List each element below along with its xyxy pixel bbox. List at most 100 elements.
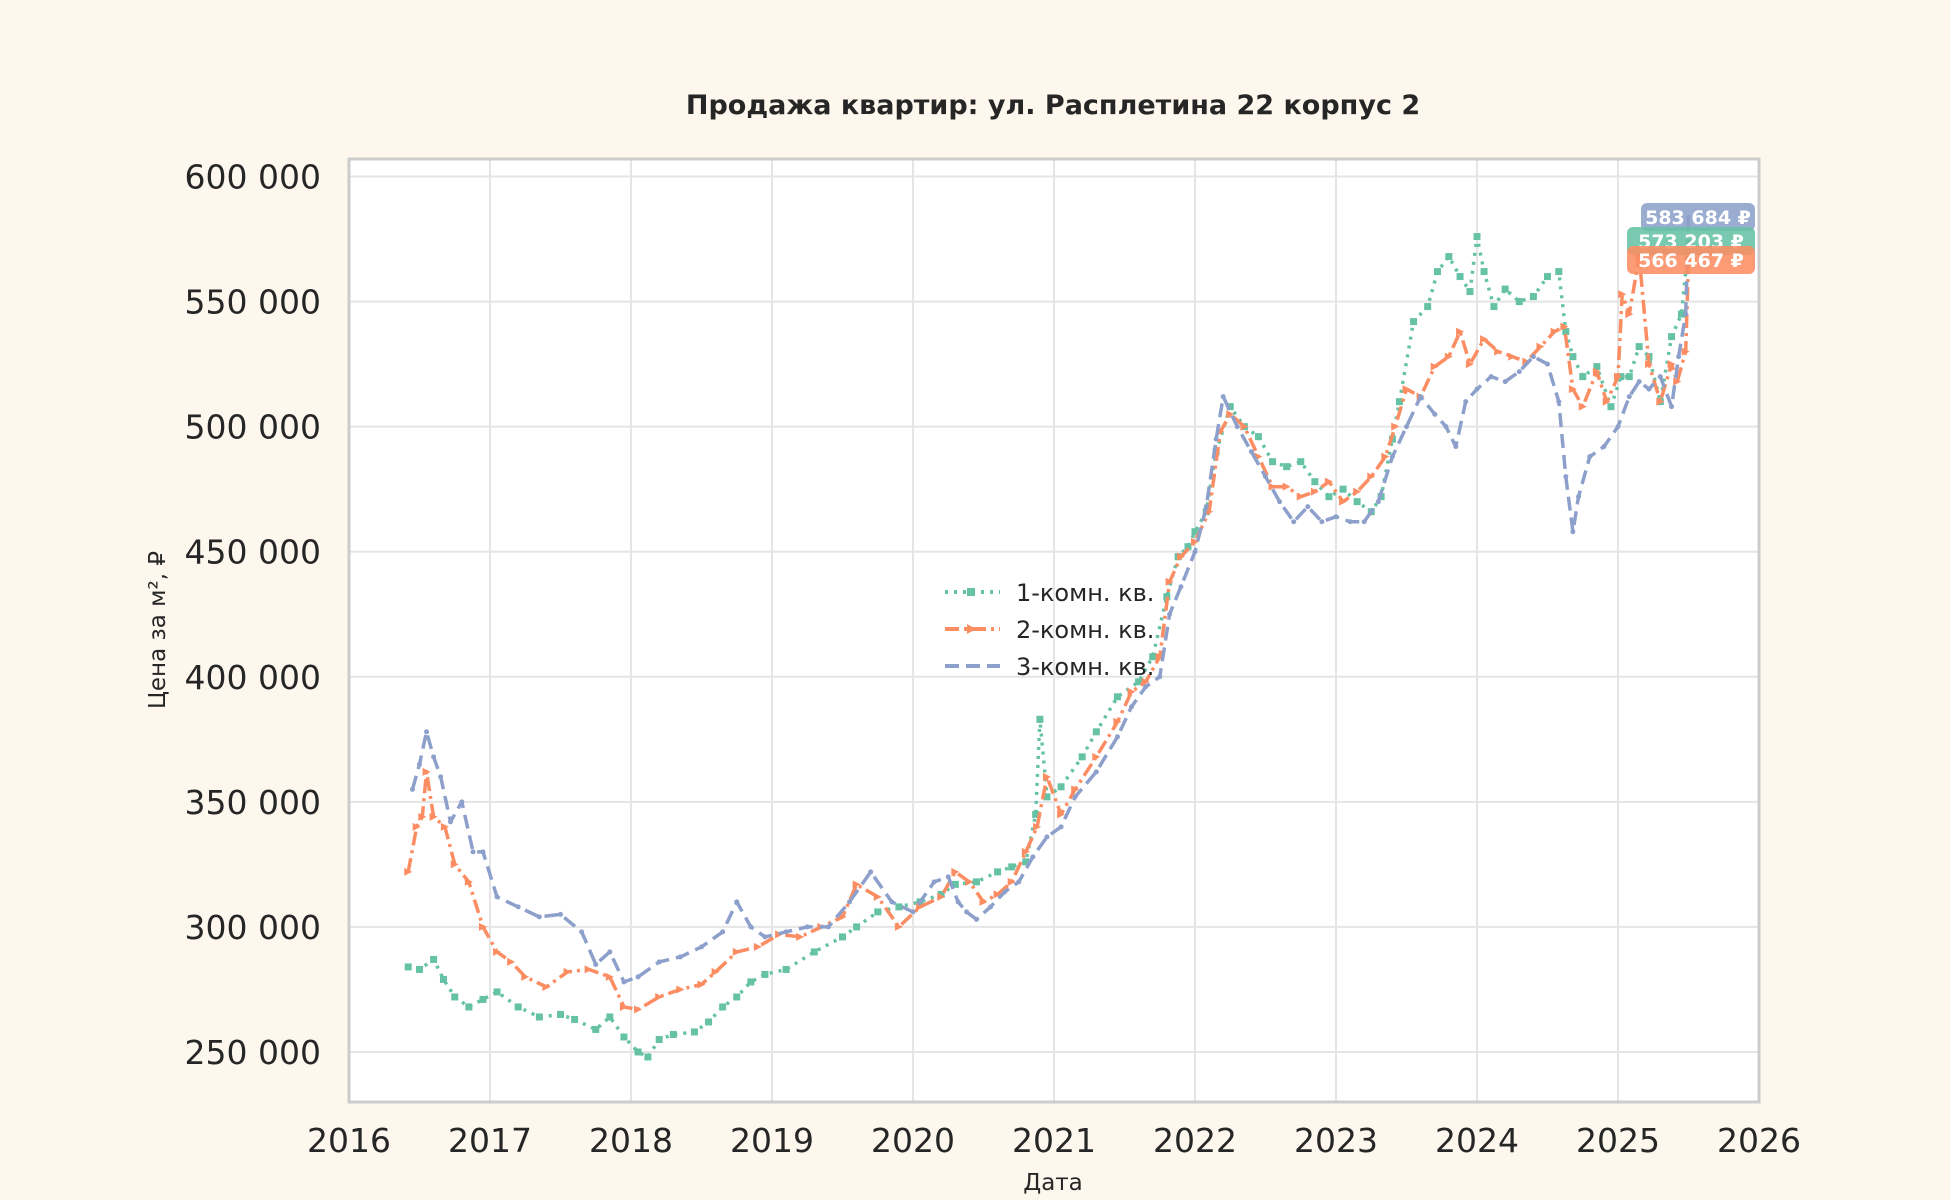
data-point <box>1248 449 1254 455</box>
data-point <box>1576 494 1582 500</box>
data-point <box>1135 678 1143 686</box>
y-tick-label: 300 000 <box>185 908 321 947</box>
data-point <box>910 909 916 915</box>
last-value-label: 583 684 ₽ <box>1645 207 1751 229</box>
y-tick-label: 450 000 <box>185 533 321 572</box>
legend-label-3k: 3-комн. кв. <box>1016 653 1154 681</box>
data-point <box>1016 879 1022 885</box>
data-point <box>1456 327 1465 336</box>
data-point <box>1536 342 1545 351</box>
data-point <box>430 955 438 963</box>
data-point <box>1002 889 1008 895</box>
data-point <box>1681 347 1690 356</box>
data-point <box>873 892 882 901</box>
data-point <box>853 923 861 931</box>
data-point <box>951 880 959 888</box>
data-point <box>404 867 413 876</box>
data-point <box>656 959 662 965</box>
data-point <box>1127 687 1136 696</box>
chart-title: Продажа квартир: ул. Расплетина 22 корпу… <box>686 90 1420 121</box>
data-point <box>1129 704 1135 710</box>
data-point <box>1254 433 1262 441</box>
data-point <box>1367 472 1376 481</box>
data-point <box>1490 303 1498 311</box>
data-point <box>1226 403 1234 411</box>
series-line-1k <box>407 234 1691 1059</box>
data-point <box>810 948 818 956</box>
data-point <box>1480 335 1489 344</box>
data-point <box>1297 458 1305 466</box>
data-point <box>1463 399 1469 405</box>
x-tick-label: 2024 <box>1435 1121 1519 1160</box>
data-point <box>416 965 423 973</box>
series-2k <box>404 252 1693 1014</box>
data-point <box>1310 487 1319 496</box>
data-point <box>514 1003 522 1011</box>
data-point <box>563 967 572 976</box>
data-point <box>448 819 454 825</box>
data-point <box>1657 374 1663 380</box>
last-value-badge <box>1641 203 1755 231</box>
data-point <box>734 899 740 905</box>
data-point <box>1057 810 1066 819</box>
data-point <box>1444 352 1453 361</box>
data-point <box>464 877 473 886</box>
data-point <box>747 978 755 986</box>
data-point <box>937 890 945 898</box>
data-point <box>536 914 542 920</box>
data-point <box>1669 404 1675 410</box>
data-point <box>1149 653 1157 661</box>
data-point <box>1213 436 1219 442</box>
x-tick-label: 2025 <box>1576 1121 1660 1160</box>
data-point <box>1443 424 1449 430</box>
data-point <box>1456 273 1464 281</box>
data-point <box>619 1002 628 1011</box>
data-point <box>438 774 444 780</box>
data-point <box>1240 422 1249 431</box>
data-point <box>1635 343 1643 351</box>
data-point <box>1176 552 1185 561</box>
data-point <box>1645 360 1654 369</box>
data-point <box>1568 385 1577 394</box>
data-point <box>1191 537 1199 546</box>
data-point <box>1587 454 1593 460</box>
x-tick-label: 2018 <box>589 1121 673 1160</box>
data-point <box>1424 303 1432 311</box>
data-point <box>1453 444 1459 450</box>
legend-marker-1k <box>967 588 975 596</box>
data-point <box>1178 584 1184 590</box>
data-point <box>1466 288 1474 296</box>
data-point <box>635 974 641 980</box>
data-point <box>1626 394 1632 400</box>
data-point <box>1375 499 1381 505</box>
data-point <box>1593 363 1601 371</box>
data-point <box>1113 693 1121 701</box>
data-point <box>1601 444 1607 450</box>
data-point <box>1305 504 1311 510</box>
x-tick-label: 2019 <box>730 1121 814 1160</box>
data-point <box>1473 233 1481 241</box>
data-point <box>1044 834 1050 840</box>
data-point <box>1445 253 1453 261</box>
data-point <box>1022 858 1030 866</box>
data-point <box>1141 677 1150 686</box>
data-point <box>558 911 563 917</box>
data-point <box>1361 519 1367 525</box>
y-tick-label: 350 000 <box>185 783 321 822</box>
data-point <box>1404 424 1409 430</box>
y-tick-label: 550 000 <box>185 283 321 322</box>
data-point <box>1093 769 1099 775</box>
data-point <box>607 949 613 955</box>
data-point <box>1592 367 1601 376</box>
data-point <box>1008 863 1016 871</box>
data-point <box>1570 529 1576 535</box>
series-3k <box>409 214 1691 985</box>
last-value-label: 566 467 ₽ <box>1638 250 1744 272</box>
data-point <box>1562 328 1570 336</box>
data-point <box>1283 463 1291 471</box>
y-tick-labels: 250 000 300 000 350 000 400 000 450 000 500 0… <box>185 158 321 1072</box>
data-point <box>579 929 585 935</box>
data-point <box>705 1018 713 1026</box>
data-point <box>964 909 970 915</box>
data-point <box>480 849 486 855</box>
